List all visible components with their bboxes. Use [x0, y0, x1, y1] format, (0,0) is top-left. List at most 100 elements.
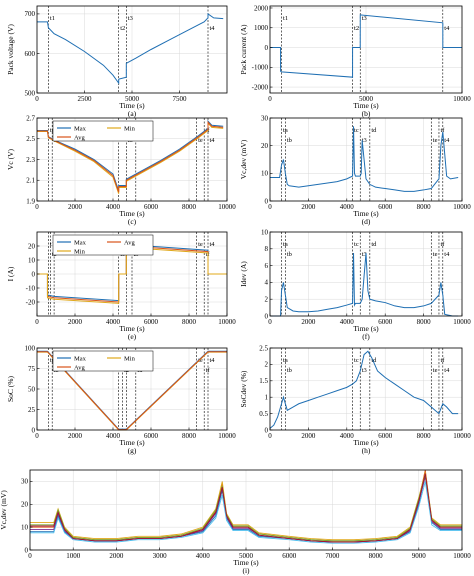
- event-label: t2: [120, 25, 125, 32]
- y-axis-label: Vc,dev (mV): [239, 139, 248, 179]
- y-tick-label: 0: [265, 426, 269, 434]
- series-line: [37, 246, 227, 304]
- x-tick-label: 6000: [378, 432, 393, 440]
- x-tick-label: 6000: [144, 432, 159, 440]
- x-tick-label: 6000: [378, 203, 393, 211]
- x-tick-label: 10000: [453, 552, 471, 560]
- event-label: te: [433, 137, 438, 144]
- event-label: te: [198, 137, 203, 144]
- x-tick-label: 7500: [173, 95, 188, 103]
- legend-label: Max: [74, 355, 87, 362]
- series-line: [270, 126, 459, 192]
- y-tick-label: 100: [25, 344, 36, 352]
- y-tick-label: 25: [28, 406, 36, 414]
- event-label: t3: [362, 251, 367, 258]
- x-tick-label: 10000: [218, 203, 236, 211]
- x-tick-label: 5000: [239, 552, 254, 560]
- event-label: t4: [210, 137, 216, 144]
- x-tick-label: 10000: [453, 432, 471, 440]
- y-tick-label: 700: [25, 10, 36, 18]
- x-axis-label: Time (s): [353, 209, 379, 218]
- y-tick-label: 20: [21, 501, 29, 509]
- y-axis-label: Idev (A): [239, 261, 248, 287]
- subfigure-label: (f): [362, 332, 370, 341]
- x-tick-label: 5000: [125, 95, 140, 103]
- x-tick-label: 0: [28, 552, 32, 560]
- event-label: t3: [362, 15, 367, 22]
- x-tick-label: 4000: [106, 318, 121, 326]
- event-label: t4: [210, 241, 216, 248]
- x-tick-label: 1000: [66, 552, 81, 560]
- y-tick-label: 10: [21, 523, 29, 531]
- y-tick-label: -1000: [252, 64, 269, 72]
- subfigure-label: (e): [128, 332, 137, 341]
- x-axis-label: Time (s): [233, 558, 259, 567]
- y-tick-label: 2000: [254, 4, 269, 12]
- event-label: t4: [444, 367, 450, 374]
- x-tick-label: 0: [35, 432, 39, 440]
- x-tick-label: 10000: [453, 95, 471, 103]
- x-tick-label: 2000: [109, 552, 124, 560]
- x-tick-label: 2000: [68, 432, 83, 440]
- series-line: [270, 14, 462, 78]
- x-tick-label: 4000: [106, 432, 121, 440]
- x-tick-label: 2000: [68, 203, 83, 211]
- series-line: [37, 351, 227, 431]
- subfigure-label: (d): [362, 217, 371, 226]
- x-tick-label: 2000: [68, 318, 83, 326]
- y-tick-label: 50: [28, 385, 36, 393]
- y-tick-label: 2: [265, 296, 269, 304]
- event-label: te: [198, 357, 203, 364]
- subfigure-label: (i): [242, 566, 250, 575]
- y-tick-label: 600: [25, 50, 36, 58]
- y-axis-label: SoC (%): [6, 375, 15, 402]
- y-tick-label: 10: [261, 228, 269, 236]
- legend-label: Avg: [74, 134, 85, 141]
- event-label: te: [198, 241, 203, 248]
- event-label: t4: [444, 25, 450, 32]
- x-tick-label: 0: [35, 318, 39, 326]
- legend-label: Max: [74, 239, 87, 246]
- subfigure-label: (b): [362, 109, 371, 118]
- x-tick-label: 8000: [417, 318, 432, 326]
- event-label: t4: [444, 251, 450, 258]
- event-label: t3: [128, 15, 133, 22]
- x-tick-label: 4000: [340, 318, 355, 326]
- x-tick-label: 2000: [301, 432, 316, 440]
- y-tick-label: 0: [265, 312, 269, 320]
- x-tick-label: 8000: [182, 432, 197, 440]
- chart-e: t1tatbtct2t3tetft40200040006000800010000…: [6, 231, 236, 341]
- x-tick-label: 4000: [106, 203, 121, 211]
- y-axis-label: Pack current (A): [239, 24, 248, 74]
- y-tick-label: 30: [261, 114, 269, 122]
- x-tick-label: 6000: [378, 318, 393, 326]
- y-tick-label: -20: [26, 298, 36, 306]
- event-label: t1: [283, 15, 288, 22]
- event-label: t3: [362, 137, 367, 144]
- x-axis-label: Time (s): [353, 438, 379, 447]
- y-tick-label: 1.5: [259, 377, 268, 385]
- y-tick-label: 0: [32, 426, 36, 434]
- y-tick-label: -2000: [252, 83, 269, 91]
- x-tick-label: 10000: [453, 318, 471, 326]
- x-tick-label: 2000: [301, 203, 316, 211]
- x-tick-label: 6000: [144, 318, 159, 326]
- legend-box: [52, 120, 154, 142]
- x-tick-label: 2500: [78, 95, 93, 103]
- y-axis-label: Pack voltage (V): [6, 24, 15, 75]
- x-tick-label: 3000: [153, 552, 168, 560]
- event-label: td: [371, 357, 377, 364]
- x-tick-label: 8000: [182, 203, 197, 211]
- x-axis-label: Time (s): [119, 438, 145, 447]
- x-axis-label: Time (s): [353, 101, 379, 110]
- event-label: t4: [444, 137, 450, 144]
- x-tick-label: 0: [268, 95, 272, 103]
- series-line: [269, 350, 459, 429]
- event-label: tc: [354, 241, 359, 248]
- event-label: tb: [287, 367, 292, 374]
- y-tick-label: 0: [32, 270, 36, 278]
- x-tick-label: 8000: [369, 552, 384, 560]
